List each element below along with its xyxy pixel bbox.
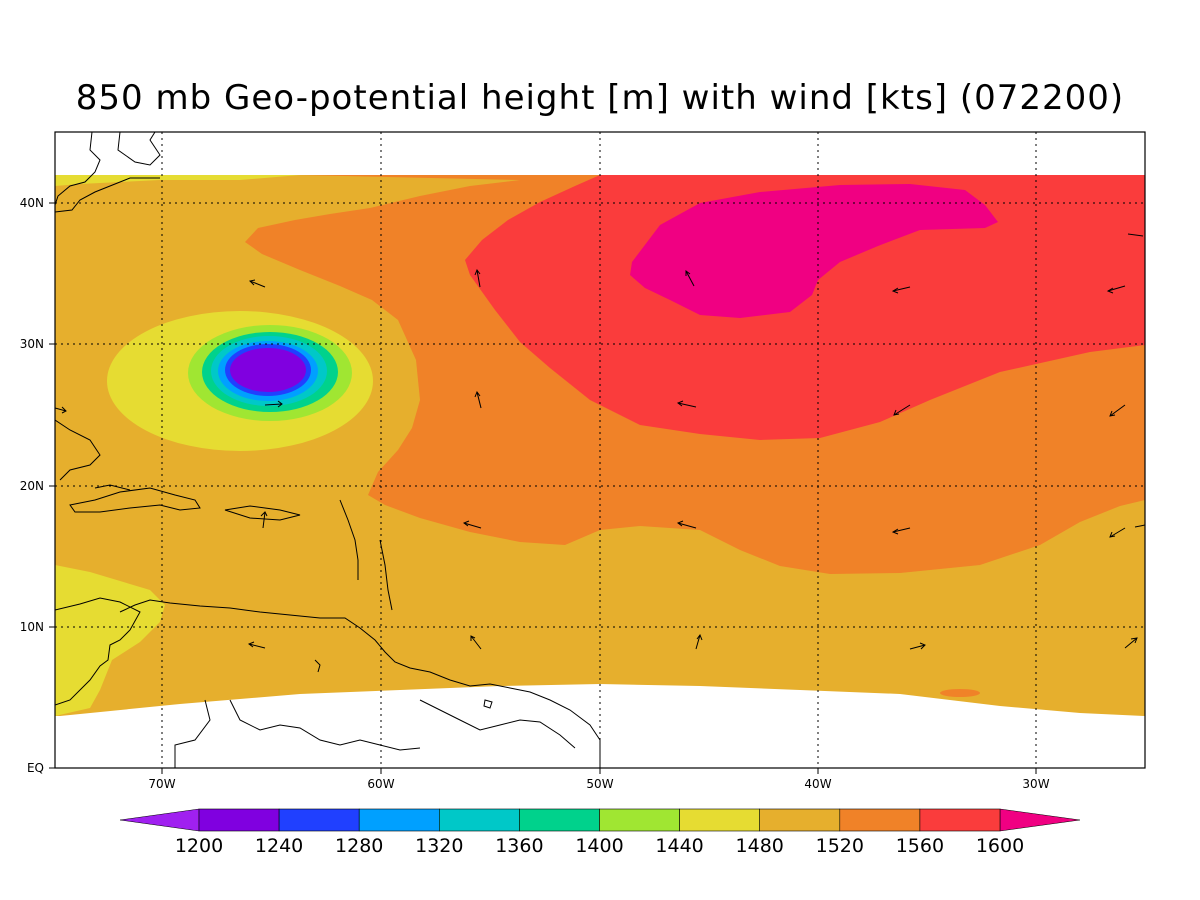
wind-arrow xyxy=(1127,233,1144,237)
wind-arrow xyxy=(248,279,266,288)
wind-arrow xyxy=(685,270,695,287)
wind-arrow xyxy=(55,406,67,414)
colorbar: 1200 1240 1280 1320 1360 1400 1440 1480 1520 1560… xyxy=(119,808,1081,857)
colorbar-segment xyxy=(519,808,600,832)
wind-arrow xyxy=(1124,637,1138,649)
lon-label-60w: 60W xyxy=(367,777,394,791)
field-1480-north xyxy=(55,175,300,186)
colorbar-label: 1600 xyxy=(976,835,1024,857)
plot-area xyxy=(55,132,1145,768)
longitude-labels: 70W 60W 50W 40W 30W xyxy=(148,777,1049,791)
lon-label-50w: 50W xyxy=(586,777,613,791)
coastlines xyxy=(55,132,601,768)
wind-arrow xyxy=(470,635,482,650)
colorbar-label: 1320 xyxy=(415,835,463,857)
latitude-labels: EQ 10N 20N 30N 40N xyxy=(20,196,44,775)
colorbar-segment xyxy=(839,808,921,832)
wind-arrow xyxy=(1134,524,1145,528)
colorbar-label: 1560 xyxy=(896,835,944,857)
wind-arrow xyxy=(695,633,703,650)
lat-label-30n: 30N xyxy=(20,337,44,351)
axis-ticks xyxy=(49,202,1037,774)
lat-label-40n: 40N xyxy=(20,196,44,210)
colorbar-label: 1200 xyxy=(175,835,223,857)
map-title: 850 mb Geo-potential height [m] with win… xyxy=(75,78,1125,118)
colorbar-label: 1480 xyxy=(736,835,784,857)
wind-arrow xyxy=(462,520,482,529)
lat-label-eq: EQ xyxy=(27,761,44,775)
low-ring-1240 xyxy=(230,348,306,392)
lon-label-30w: 30W xyxy=(1022,777,1049,791)
field-1640 xyxy=(630,184,998,318)
colorbar-over-triangle xyxy=(999,808,1081,832)
colorbar-segment xyxy=(198,808,280,832)
wind-arrow xyxy=(1106,285,1126,294)
lon-label-40w: 40W xyxy=(804,777,831,791)
wind-arrow xyxy=(1109,404,1126,417)
wind-arrow xyxy=(474,268,481,288)
wind-arrow xyxy=(474,390,482,409)
wind-arrow xyxy=(260,511,268,529)
lat-label-20n: 20N xyxy=(20,479,44,493)
colorbar-segment xyxy=(759,808,841,832)
wind-arrow xyxy=(891,286,911,294)
colorbar-label: 1240 xyxy=(255,835,303,857)
wind-arrow xyxy=(1109,527,1126,538)
field-1560-blob xyxy=(940,689,980,697)
lat-label-10n: 10N xyxy=(20,620,44,634)
lon-label-70w: 70W xyxy=(148,777,175,791)
colorbar-label: 1360 xyxy=(495,835,543,857)
wind-arrow xyxy=(247,641,266,649)
colorbar-under-triangle xyxy=(119,808,200,832)
colorbar-label: 1400 xyxy=(575,835,623,857)
colorbar-segment xyxy=(679,808,760,832)
colorbar-label: 1280 xyxy=(335,835,383,857)
colorbar-segment xyxy=(278,808,360,832)
wind-arrow xyxy=(676,400,697,408)
colorbar-label: 1440 xyxy=(655,835,703,857)
wind-arrow xyxy=(676,520,697,529)
colorbar-segment xyxy=(599,808,680,832)
colorbar-segment xyxy=(438,808,520,832)
wind-arrow xyxy=(264,400,283,408)
colorbar-segment xyxy=(919,808,1001,832)
wind-vectors xyxy=(55,233,1145,650)
field-1600 xyxy=(465,175,1145,440)
colorbar-segment xyxy=(358,808,440,832)
wind-arrow xyxy=(909,642,926,650)
wind-arrow xyxy=(893,404,911,416)
colorbar-label: 1520 xyxy=(816,835,864,857)
graticule xyxy=(55,132,1145,768)
wind-arrow xyxy=(891,527,911,535)
